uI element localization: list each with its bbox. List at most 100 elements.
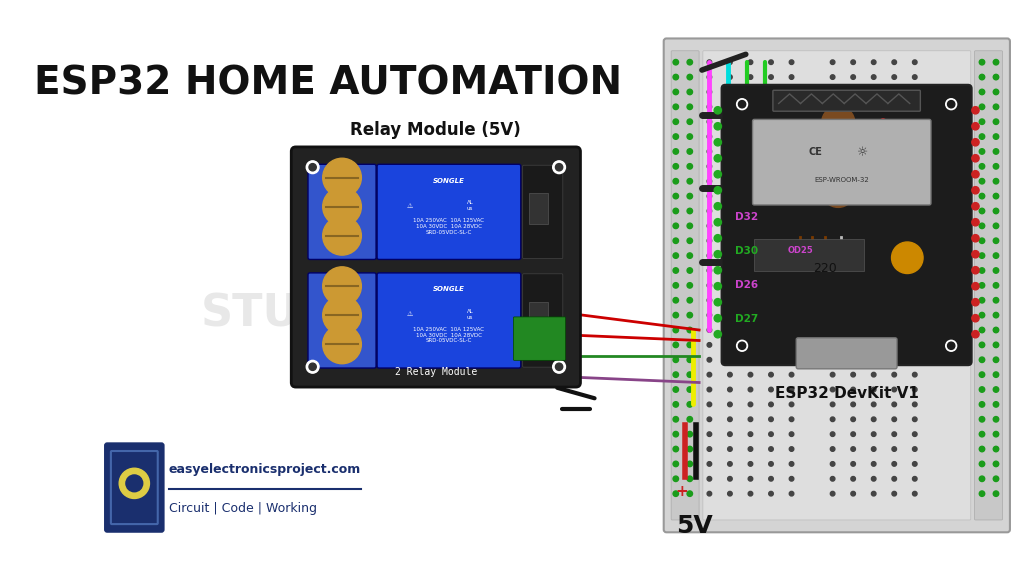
- Circle shape: [708, 253, 712, 258]
- Text: STUDYCELL: STUDYCELL: [201, 293, 484, 336]
- Circle shape: [912, 328, 918, 332]
- Circle shape: [790, 476, 794, 481]
- Circle shape: [972, 267, 979, 274]
- Circle shape: [728, 432, 732, 437]
- Circle shape: [972, 170, 979, 178]
- Circle shape: [728, 223, 732, 228]
- Circle shape: [673, 401, 679, 407]
- Circle shape: [912, 358, 918, 362]
- Circle shape: [790, 60, 794, 65]
- Circle shape: [790, 253, 794, 258]
- Circle shape: [892, 253, 897, 258]
- Circle shape: [993, 342, 998, 348]
- Text: easyelectronicsproject.com: easyelectronicsproject.com: [169, 463, 360, 476]
- Circle shape: [851, 298, 855, 302]
- Circle shape: [708, 90, 712, 94]
- Circle shape: [979, 446, 985, 452]
- Circle shape: [708, 134, 712, 139]
- Circle shape: [790, 268, 794, 273]
- Circle shape: [830, 402, 835, 407]
- FancyBboxPatch shape: [105, 444, 163, 532]
- Circle shape: [790, 75, 794, 79]
- Circle shape: [714, 234, 722, 242]
- Circle shape: [769, 194, 773, 198]
- Circle shape: [728, 313, 732, 317]
- Circle shape: [871, 298, 876, 302]
- Circle shape: [871, 164, 876, 169]
- Circle shape: [673, 89, 679, 94]
- Circle shape: [714, 283, 722, 290]
- Circle shape: [708, 313, 712, 317]
- Circle shape: [892, 402, 897, 407]
- Circle shape: [769, 432, 773, 437]
- Bar: [529, 193, 549, 225]
- Circle shape: [871, 268, 876, 273]
- Circle shape: [851, 432, 855, 437]
- Circle shape: [912, 209, 918, 213]
- FancyBboxPatch shape: [753, 119, 931, 205]
- Circle shape: [687, 194, 692, 199]
- Circle shape: [871, 283, 876, 287]
- Circle shape: [830, 417, 835, 422]
- Circle shape: [830, 313, 835, 317]
- Circle shape: [728, 461, 732, 466]
- Circle shape: [892, 491, 897, 496]
- Text: D32: D32: [735, 212, 758, 222]
- Text: ESP-WROOM-32: ESP-WROOM-32: [814, 177, 869, 183]
- Text: ɅL
us: ɅL us: [467, 200, 473, 211]
- Circle shape: [749, 209, 753, 213]
- Circle shape: [993, 312, 998, 318]
- Circle shape: [790, 238, 794, 243]
- Circle shape: [851, 105, 855, 109]
- Circle shape: [993, 119, 998, 124]
- Circle shape: [687, 416, 692, 422]
- Circle shape: [673, 491, 679, 497]
- Circle shape: [736, 98, 748, 109]
- Circle shape: [993, 74, 998, 80]
- Circle shape: [728, 149, 732, 154]
- Circle shape: [830, 447, 835, 452]
- Circle shape: [790, 447, 794, 452]
- Circle shape: [687, 431, 692, 437]
- Circle shape: [769, 461, 773, 466]
- Circle shape: [714, 170, 722, 178]
- Circle shape: [769, 134, 773, 139]
- Circle shape: [821, 106, 855, 139]
- Circle shape: [708, 179, 712, 184]
- Circle shape: [871, 60, 876, 65]
- Circle shape: [972, 154, 979, 162]
- Circle shape: [687, 312, 692, 318]
- FancyBboxPatch shape: [702, 51, 971, 520]
- Circle shape: [790, 179, 794, 184]
- Circle shape: [871, 447, 876, 452]
- Circle shape: [769, 60, 773, 65]
- Circle shape: [708, 343, 712, 347]
- Circle shape: [851, 387, 855, 392]
- Circle shape: [912, 432, 918, 437]
- Circle shape: [892, 242, 923, 274]
- Circle shape: [708, 268, 712, 273]
- Circle shape: [708, 149, 712, 154]
- Circle shape: [871, 432, 876, 437]
- Circle shape: [687, 253, 692, 259]
- Circle shape: [830, 90, 835, 94]
- Circle shape: [749, 194, 753, 198]
- Circle shape: [708, 164, 712, 169]
- Circle shape: [553, 361, 565, 373]
- Circle shape: [830, 253, 835, 258]
- Circle shape: [728, 209, 732, 213]
- Circle shape: [851, 119, 855, 124]
- Circle shape: [687, 461, 692, 467]
- Circle shape: [871, 105, 876, 109]
- Circle shape: [769, 358, 773, 362]
- Circle shape: [851, 253, 855, 258]
- Circle shape: [912, 461, 918, 466]
- Circle shape: [728, 343, 732, 347]
- Circle shape: [323, 158, 361, 197]
- Circle shape: [892, 164, 897, 169]
- FancyBboxPatch shape: [722, 85, 972, 365]
- Circle shape: [851, 194, 855, 198]
- Circle shape: [872, 215, 877, 219]
- Circle shape: [871, 149, 876, 154]
- Circle shape: [790, 387, 794, 392]
